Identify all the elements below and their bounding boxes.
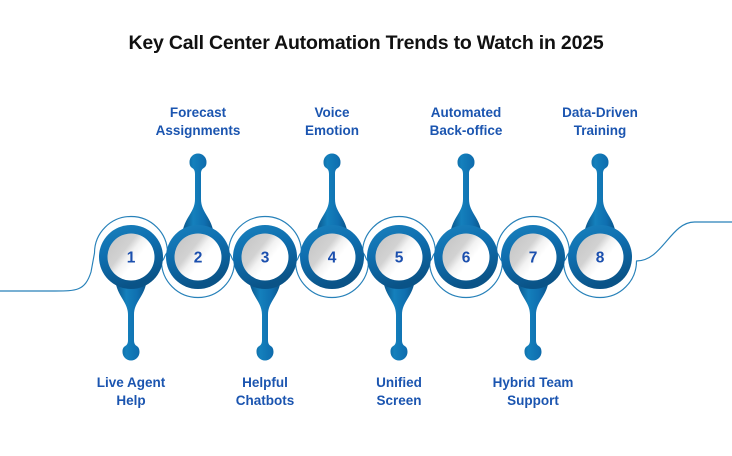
pin-inner-5 — [375, 233, 423, 281]
pin-4[interactable]: 4 — [300, 153, 364, 289]
pin-inner-8 — [576, 233, 624, 281]
pin-number-6: 6 — [462, 250, 471, 267]
node-label-6: Automated Back-office — [391, 104, 541, 140]
node-label-line2-2: Assignments — [155, 123, 241, 139]
pin-stem-3 — [249, 279, 281, 361]
node-label-line1-4: Voice — [314, 105, 350, 120]
node-label-line1-8: Data-Driven — [562, 105, 638, 120]
pin-number-1: 1 — [127, 250, 136, 267]
node-label-4: Voice Emotion — [257, 104, 407, 140]
pin-inner-2 — [174, 233, 222, 281]
page-title: Key Call Center Automation Trends to Wat… — [128, 32, 604, 54]
node-label-line2-6: Back-office — [429, 123, 503, 139]
pin-number-3: 3 — [261, 250, 270, 267]
pin-number-2: 2 — [194, 250, 203, 267]
node-label-line1-5: Unified — [376, 375, 422, 390]
pin-stem-7 — [517, 279, 549, 361]
pin-number-5: 5 — [395, 250, 404, 267]
node-label-5: Unified Screen — [324, 374, 474, 410]
pin-inner-3 — [241, 233, 289, 281]
pin-1[interactable]: 1 — [99, 225, 163, 361]
pin-stem-5 — [383, 279, 415, 361]
pin-stem-4 — [316, 153, 348, 235]
node-label-line2-1: Help — [116, 393, 146, 409]
pin-stem-8 — [584, 153, 616, 235]
pin-number-4: 4 — [328, 250, 337, 267]
pin-5[interactable]: 5 — [367, 225, 431, 361]
pin-8[interactable]: 8 — [568, 153, 632, 289]
node-label-8: Data-Driven Training — [525, 104, 675, 140]
pin-inner-7 — [509, 233, 557, 281]
node-label-line1-3: Helpful — [242, 375, 288, 390]
node-label-1: Live Agent Help — [56, 374, 206, 410]
node-label-line2-4: Emotion — [305, 123, 359, 139]
node-label-line2-5: Screen — [376, 393, 422, 409]
node-label-line1-2: Forecast — [169, 105, 227, 120]
pin-inner-4 — [308, 233, 356, 281]
pin-2[interactable]: 2 — [166, 153, 230, 289]
pin-number-7: 7 — [529, 250, 538, 267]
node-label-3: Helpful Chatbots — [190, 374, 340, 410]
node-label-line1-6: Automated — [430, 105, 502, 120]
pin-7[interactable]: 7 — [501, 225, 565, 361]
node-label-line2-7: Support — [507, 393, 559, 409]
node-label-line2-3: Chatbots — [235, 393, 295, 409]
pin-number-8: 8 — [596, 250, 605, 267]
pin-6[interactable]: 6 — [434, 153, 498, 289]
node-label-line1-7: Hybrid Team — [492, 375, 574, 390]
node-label-line2-8: Training — [573, 123, 627, 139]
node-label-line1-1: Live Agent — [96, 375, 166, 390]
pin-inner-1 — [107, 233, 155, 281]
pin-stem-6 — [450, 153, 482, 235]
pin-inner-6 — [442, 233, 490, 281]
pins-group: 1 2 3 4 5 6 7 8 — [99, 153, 632, 361]
node-label-2: Forecast Assignments — [123, 104, 273, 140]
pin-stem-1 — [115, 279, 147, 361]
pin-3[interactable]: 3 — [233, 225, 297, 361]
pin-stem-2 — [182, 153, 214, 235]
node-label-7: Hybrid Team Support — [458, 374, 608, 410]
